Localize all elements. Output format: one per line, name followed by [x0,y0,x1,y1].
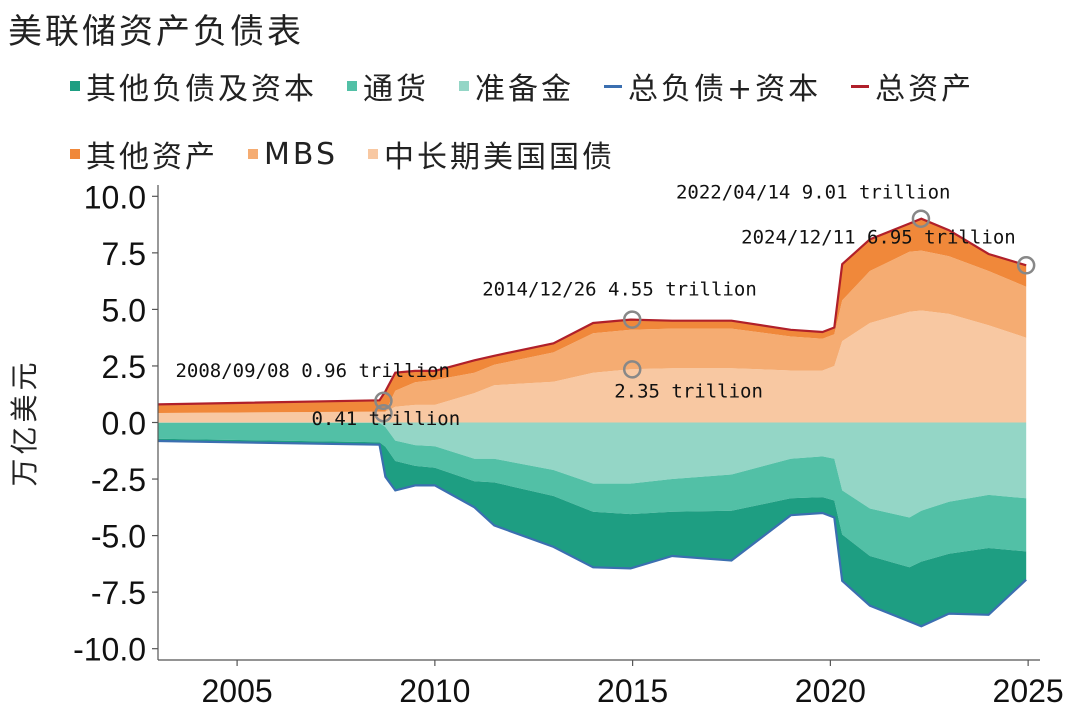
area-asset-0 [158,310,1027,423]
x-tick-label: 2015 [597,673,668,709]
legend-item-currency: 通货 [347,64,429,108]
annotation-marker [622,360,642,379]
legend-label: 中长期美国国债 [383,140,615,175]
y-axis-label: 万亿美元 [8,358,41,486]
y-tick-label: 2.5 [102,349,146,385]
legend-item-mbs: MBS [248,137,338,172]
total-liabilities-capital-line [157,439,1027,628]
legend-label: 其他资产 [86,140,218,175]
y-tick-label: -2.5 [91,462,146,498]
x-tick-label: 2020 [795,673,866,709]
legend-item-total-assets: 总资产 [851,64,974,108]
y-tick-label: 0.0 [102,406,146,442]
annotation-marker [622,310,642,329]
y-tick-label: 7.5 [102,236,146,272]
legend-swatch [70,149,80,159]
area-asset-2 [158,218,1027,413]
legend-row-2: 其他资产 MBS 中长期美国国债 [70,132,645,176]
legend-item-reserves: 准备金 [459,64,574,108]
x-tick-label: 2010 [399,673,470,709]
legend-label: 总负债+资本 [628,72,822,107]
area-liability-1 [158,423,1027,568]
legend-swatch [459,81,469,91]
legend-swatch [604,84,622,88]
legend-row-1: 其他负债及资本 通货 准备金 总负债+资本 总资产 [70,64,1004,108]
legend-swatch [367,149,378,159]
annotation-marker [911,209,931,228]
annotation-label: 2.35 trillion [614,380,763,402]
chart-title: 美联储资产负债表 [8,12,304,52]
legend-item-other-assets: 其他资产 [70,132,218,176]
annotation-label: 0.41 trillion [311,408,460,430]
y-tick-label: -10.0 [73,632,146,668]
y-tick-label: -7.5 [91,575,146,611]
annotation-label: 2014/12/26 4.55 trillion [482,279,757,301]
y-tick-label: 10.0 [84,179,146,215]
legend-item-total-liabilities-capital: 总负债+资本 [604,64,821,108]
legend-label: 准备金 [475,72,574,107]
annotation-label: 2024/12/11 6.95 trillion [741,226,1016,248]
annotation-label: 2008/09/08 0.96 trillion [175,360,450,382]
legend-label: 通货 [363,72,429,107]
area-liability-0 [158,422,1027,518]
legend-label: 其他负债及资本 [86,72,317,107]
legend-item-other-liabilities: 其他负债及资本 [70,64,317,108]
legend-swatch [851,84,870,88]
legend-item-treasuries: 中长期美国国债 [367,132,615,176]
legend-label: MBS [264,136,338,172]
legend-swatch [347,81,357,91]
x-tick-label: 2025 [993,673,1064,709]
area-asset-1 [158,250,1027,413]
legend-swatch [70,81,80,91]
area-liability-2 [158,438,1027,627]
legend-label: 总资产 [875,72,975,107]
x-tick-label: 2005 [202,673,273,709]
annotation-marker [1016,256,1036,275]
annotation-marker [374,391,393,411]
legend-swatch [248,149,258,159]
y-tick-label: 5.0 [102,292,146,328]
y-tick-label: -5.0 [91,519,146,555]
annotation-label: 2022/04/14 9.01 trillion [676,182,951,204]
annotation-marker [374,403,393,423]
